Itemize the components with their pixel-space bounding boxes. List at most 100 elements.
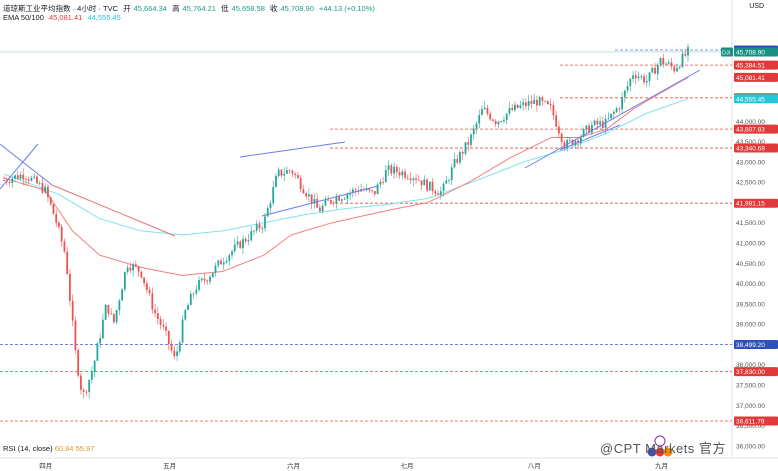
candle-body [417, 180, 420, 181]
candle-body [656, 65, 659, 74]
candle-body [272, 187, 275, 204]
candle-body [599, 121, 601, 125]
candle-body [390, 165, 393, 174]
y-tick-label: 38,000.00 [736, 362, 765, 369]
candle-body [220, 260, 222, 265]
candle-body [11, 178, 14, 183]
candle-body [590, 124, 593, 133]
symbol-tag-label: DJI [722, 50, 731, 56]
rsi-value-2: 55.97 [75, 444, 95, 453]
candle-body [316, 199, 319, 208]
candle-body [437, 193, 439, 195]
candle-body [626, 86, 629, 91]
candle-body [310, 194, 313, 204]
y-tick-label: 41,000.00 [736, 241, 765, 248]
ema50-line [3, 77, 689, 277]
candle-body [486, 107, 489, 114]
candle-body [49, 197, 52, 205]
candle-body [645, 80, 648, 83]
y-tick-label: 37,500.00 [736, 382, 765, 389]
candle-body [126, 267, 129, 272]
candle-body [14, 175, 16, 179]
candle-body [492, 119, 494, 121]
candle-body [623, 90, 626, 98]
candle-body [659, 57, 662, 66]
candle-body [288, 170, 291, 171]
candle-body [275, 176, 277, 188]
event-marker-icon [654, 435, 666, 447]
change-value: +44.13 (+0.10%) [318, 4, 375, 13]
candle-body [464, 142, 467, 154]
symbol-tag [721, 47, 733, 57]
candle-body [453, 159, 456, 168]
candle-body [379, 181, 382, 185]
x-tick-label: 四月 [39, 462, 52, 470]
candle-body [547, 101, 549, 105]
price-axis-label: 43,807.83 [736, 127, 765, 134]
candle-body [203, 278, 206, 281]
candle-body [239, 241, 242, 249]
candle-body [55, 214, 58, 223]
ema-legend[interactable]: EMA 50/100 45,081.41 44,555.45 [3, 13, 124, 22]
candle-body [137, 266, 140, 272]
candle-body [195, 289, 198, 294]
low-label: 低 [221, 4, 229, 13]
candle-body [654, 67, 656, 74]
candle-body [681, 53, 684, 67]
currency-label: USD [749, 3, 764, 10]
candle-body [294, 173, 297, 176]
price-axis-tag [734, 198, 778, 208]
candle-body [82, 389, 85, 392]
candle-body [494, 120, 497, 125]
candle-body [244, 238, 247, 242]
candle-body [211, 273, 214, 278]
candle-body [44, 186, 47, 193]
price-axis-label: 45,081.41 [736, 75, 765, 82]
candle-body [349, 192, 352, 195]
candle-body [395, 166, 398, 173]
candle-body [511, 108, 514, 111]
trend-line [524, 69, 701, 169]
candle-body [615, 108, 618, 112]
y-tick-label: 44,000.00 [736, 119, 765, 126]
candle-body [148, 289, 151, 294]
price-axis-label: 37,830.00 [736, 369, 765, 376]
candle-body [167, 330, 170, 345]
candle-body [170, 344, 173, 351]
candle-body [297, 175, 299, 179]
high-value: 45,764.21 [182, 4, 216, 13]
high-label: 高 [172, 4, 180, 13]
candle-body [236, 241, 239, 245]
event-dot-icon [647, 447, 657, 457]
candle-body [173, 350, 176, 357]
candle-body [291, 170, 294, 174]
price-axis-tag [734, 367, 778, 377]
candle-body [459, 151, 461, 163]
x-tick-label: 九月 [655, 461, 668, 470]
trend-line [239, 141, 346, 158]
candle-body [112, 313, 115, 323]
price-axis-label: 44,555.45 [736, 96, 765, 103]
symbol-title: 道琼斯工业平均指数 · 4小时 · TVC [3, 4, 119, 13]
candle-body [634, 75, 637, 79]
candle-body [420, 180, 423, 186]
candle-body [497, 121, 500, 125]
candle-body [154, 309, 156, 314]
rsi-legend[interactable]: RSI (14, close) 60.84 55.97 [3, 444, 94, 453]
watermark-text: @CPT Markets 官方 [600, 441, 726, 456]
candle-body [549, 104, 552, 106]
candle-body [231, 251, 233, 256]
candle-body [384, 170, 387, 183]
candle-body [27, 179, 30, 181]
candle-body [387, 165, 390, 171]
open-value: 45,664.34 [133, 4, 167, 13]
candle-body [475, 123, 478, 129]
candle-body [63, 241, 66, 252]
candle-body [346, 194, 349, 199]
candle-body [123, 271, 126, 290]
y-tick-label: 43,500.00 [736, 139, 765, 146]
candle-body [69, 273, 71, 301]
candle-body [96, 343, 99, 361]
y-tick-label: 40,500.00 [736, 261, 765, 268]
